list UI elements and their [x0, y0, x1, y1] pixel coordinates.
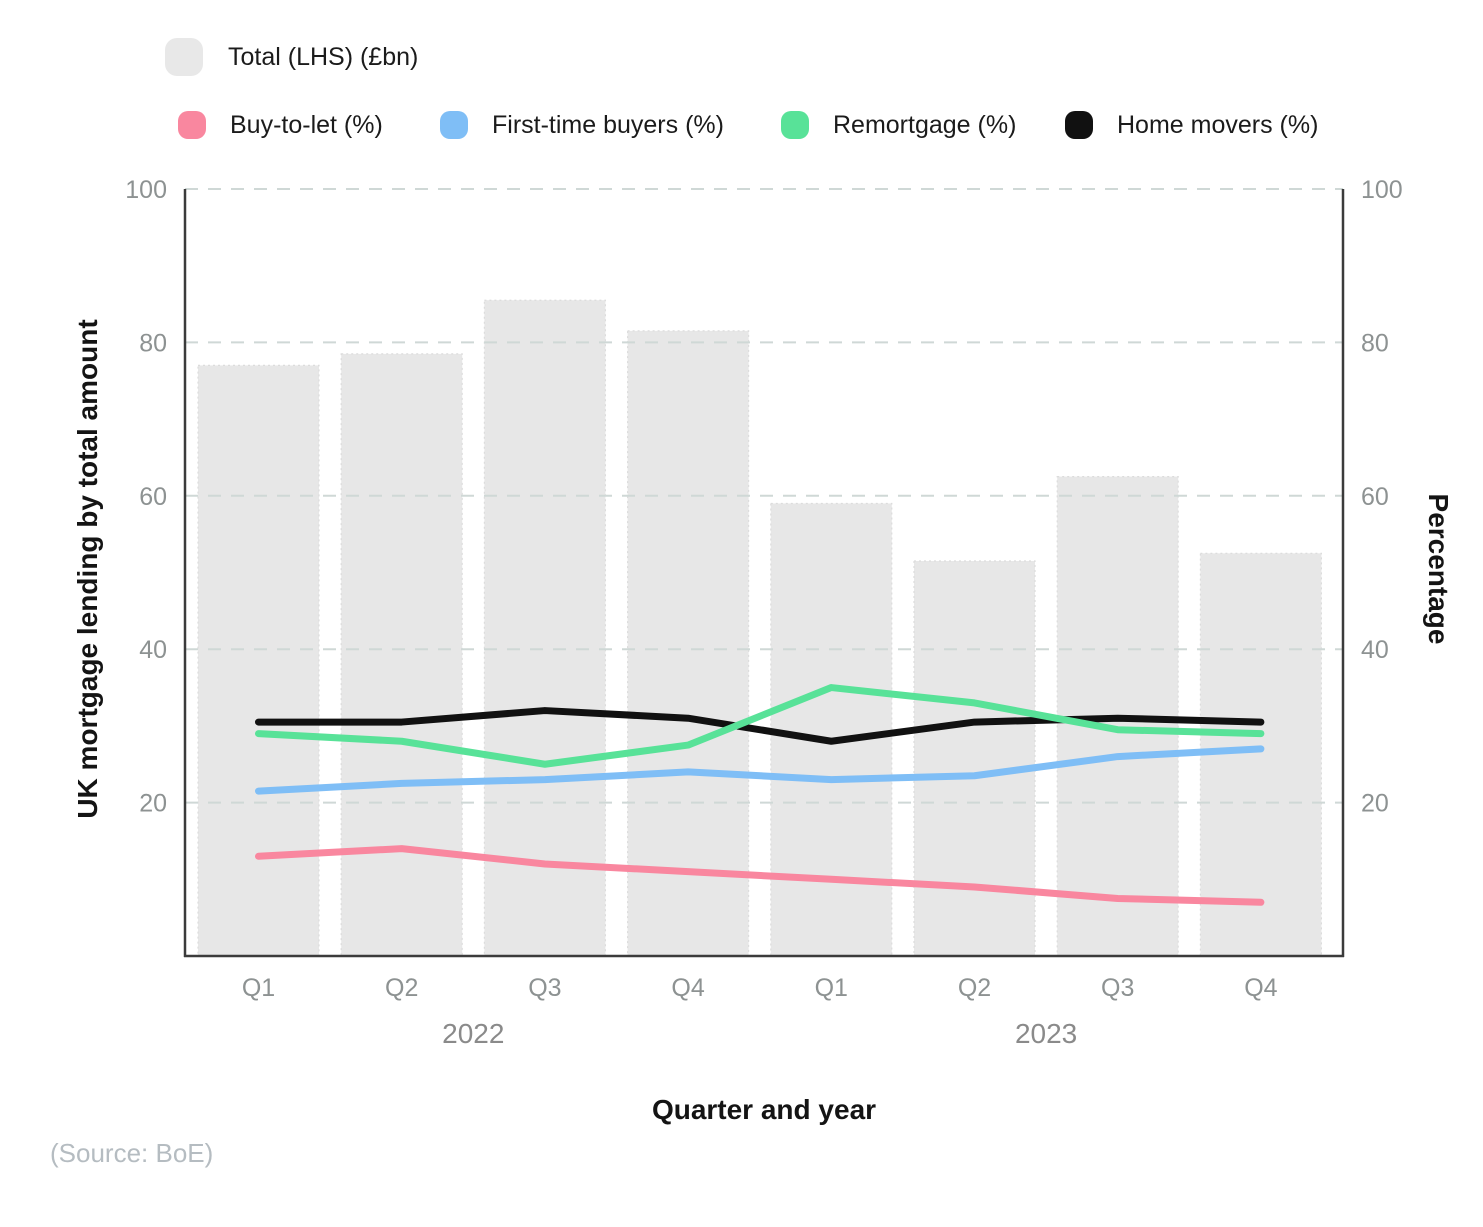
legend-label-buy-to-let: Buy-to-let (%) [230, 110, 383, 139]
right-tick-label-20: 20 [1361, 790, 1389, 818]
line-first-time-buyers- [255, 745, 1265, 795]
x-tick-label-2: Q3 [528, 974, 561, 1002]
left-tick-label-20: 20 [139, 790, 167, 818]
total-bar [626, 330, 750, 957]
year-label-2022: 2022 [442, 1018, 504, 1049]
total-bar [913, 560, 1036, 957]
legend-label-total: Total (LHS) (£bn) [228, 42, 419, 71]
source-note: (Source: BoE) [50, 1138, 214, 1168]
legend-label-home-movers: Home movers (%) [1117, 110, 1319, 139]
left-tick-label-60: 60 [139, 483, 167, 511]
right-tick-label-60: 60 [1361, 483, 1389, 511]
x-tick-label-1: Q2 [385, 974, 418, 1002]
year-label-2023: 2023 [1015, 1018, 1077, 1049]
right-tick-label-40: 40 [1361, 636, 1389, 664]
remortgage-swatch-icon [781, 111, 809, 139]
right-tick-label-80: 80 [1361, 329, 1389, 357]
x-tick-label-0: Q1 [242, 974, 275, 1002]
home-movers-swatch-icon [1065, 111, 1093, 139]
total-bar [197, 364, 320, 957]
total-bar [483, 299, 606, 957]
left-tick-label-40: 40 [139, 636, 167, 664]
x-tick-label-4: Q1 [815, 974, 848, 1002]
total-bar [340, 353, 463, 957]
first-time-buyers-swatch-icon [440, 111, 468, 139]
total-bar [1199, 552, 1323, 957]
line-home-movers- [255, 707, 1265, 745]
legend-label-first-time-buyers: First-time buyers (%) [492, 110, 724, 139]
buy-to-let-swatch-icon [178, 111, 206, 139]
legend-item-remortgage[interactable]: Remortgage (%) [781, 110, 1016, 140]
x-tick-label-5: Q2 [958, 974, 991, 1002]
x-tick-label-6: Q3 [1101, 974, 1134, 1002]
line-buy-to-let- [255, 845, 1265, 906]
left-tick-label-100: 100 [125, 176, 167, 204]
legend-item-total[interactable]: Total (LHS) (£bn) [165, 38, 418, 76]
legend-item-buy-to-let[interactable]: Buy-to-let (%) [178, 110, 383, 140]
x-tick-label-7: Q4 [1244, 974, 1277, 1002]
left-axis-title: UK mortgage lending by total amount [72, 319, 103, 819]
right-tick-label-100: 100 [1361, 176, 1403, 204]
left-tick-label-80: 80 [139, 329, 167, 357]
line-remortgage- [255, 684, 1265, 768]
legend-item-home-movers[interactable]: Home movers (%) [1065, 110, 1318, 140]
x-axis-title: Quarter and year [651, 1094, 877, 1125]
right-axis-title: Percentage [1423, 493, 1454, 645]
legend-label-remortgage: Remortgage (%) [833, 110, 1017, 139]
legend-item-first-time-buyers[interactable]: First-time buyers (%) [440, 110, 724, 140]
total-swatch-icon [165, 38, 203, 76]
x-tick-label-3: Q4 [671, 974, 704, 1002]
total-bar [770, 502, 893, 957]
